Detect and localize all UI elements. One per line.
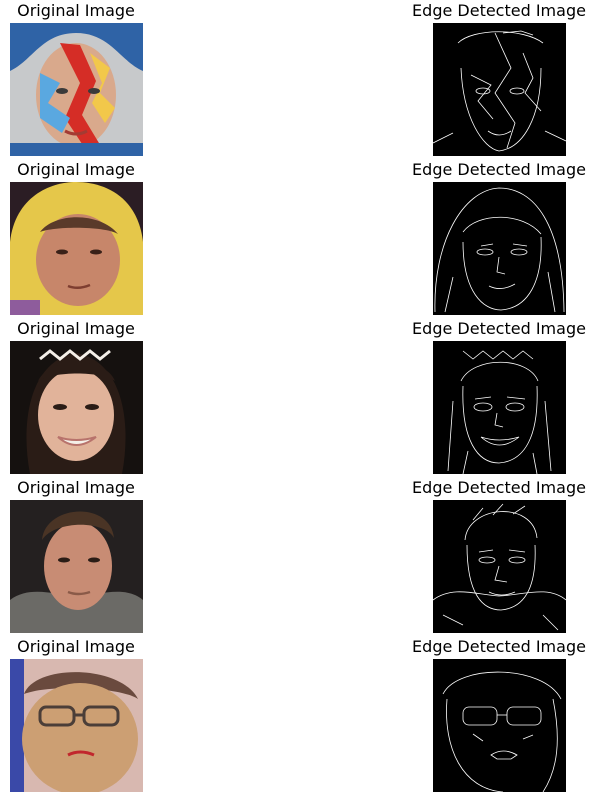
original-photo-4: [10, 500, 143, 633]
original-photo-2: [10, 182, 143, 315]
row-2: Original Image Edge Detected Image: [0, 159, 599, 318]
row-1: Original Image Edge Detected Image: [0, 0, 599, 159]
edge-image-4: [433, 500, 566, 633]
edge-detected-image-title: Edge Detected Image: [409, 318, 589, 340]
edge-image-1: [433, 23, 566, 156]
row-4: Original Image Edge Detected Image: [0, 477, 599, 636]
edge-detected-image-title: Edge Detected Image: [409, 636, 589, 658]
edge-detected-image-title: Edge Detected Image: [409, 0, 589, 22]
original-image-title: Original Image: [0, 318, 166, 340]
edge-detected-image-title: Edge Detected Image: [409, 477, 589, 499]
original-photo-1: [10, 23, 143, 156]
edge-image-5: [433, 659, 566, 792]
edge-image-2: [433, 182, 566, 315]
original-image-title: Original Image: [0, 636, 166, 658]
original-image-title: Original Image: [0, 0, 166, 22]
original-image-title: Original Image: [0, 159, 166, 181]
row-5: Original Image Edge Detected Image: [0, 636, 599, 795]
edge-image-3: [433, 341, 566, 474]
original-photo-5: [10, 659, 143, 792]
edge-detected-image-title: Edge Detected Image: [409, 159, 589, 181]
original-photo-3: [10, 341, 143, 474]
original-image-title: Original Image: [0, 477, 166, 499]
row-3: Original Image Edge Detected Image: [0, 318, 599, 477]
